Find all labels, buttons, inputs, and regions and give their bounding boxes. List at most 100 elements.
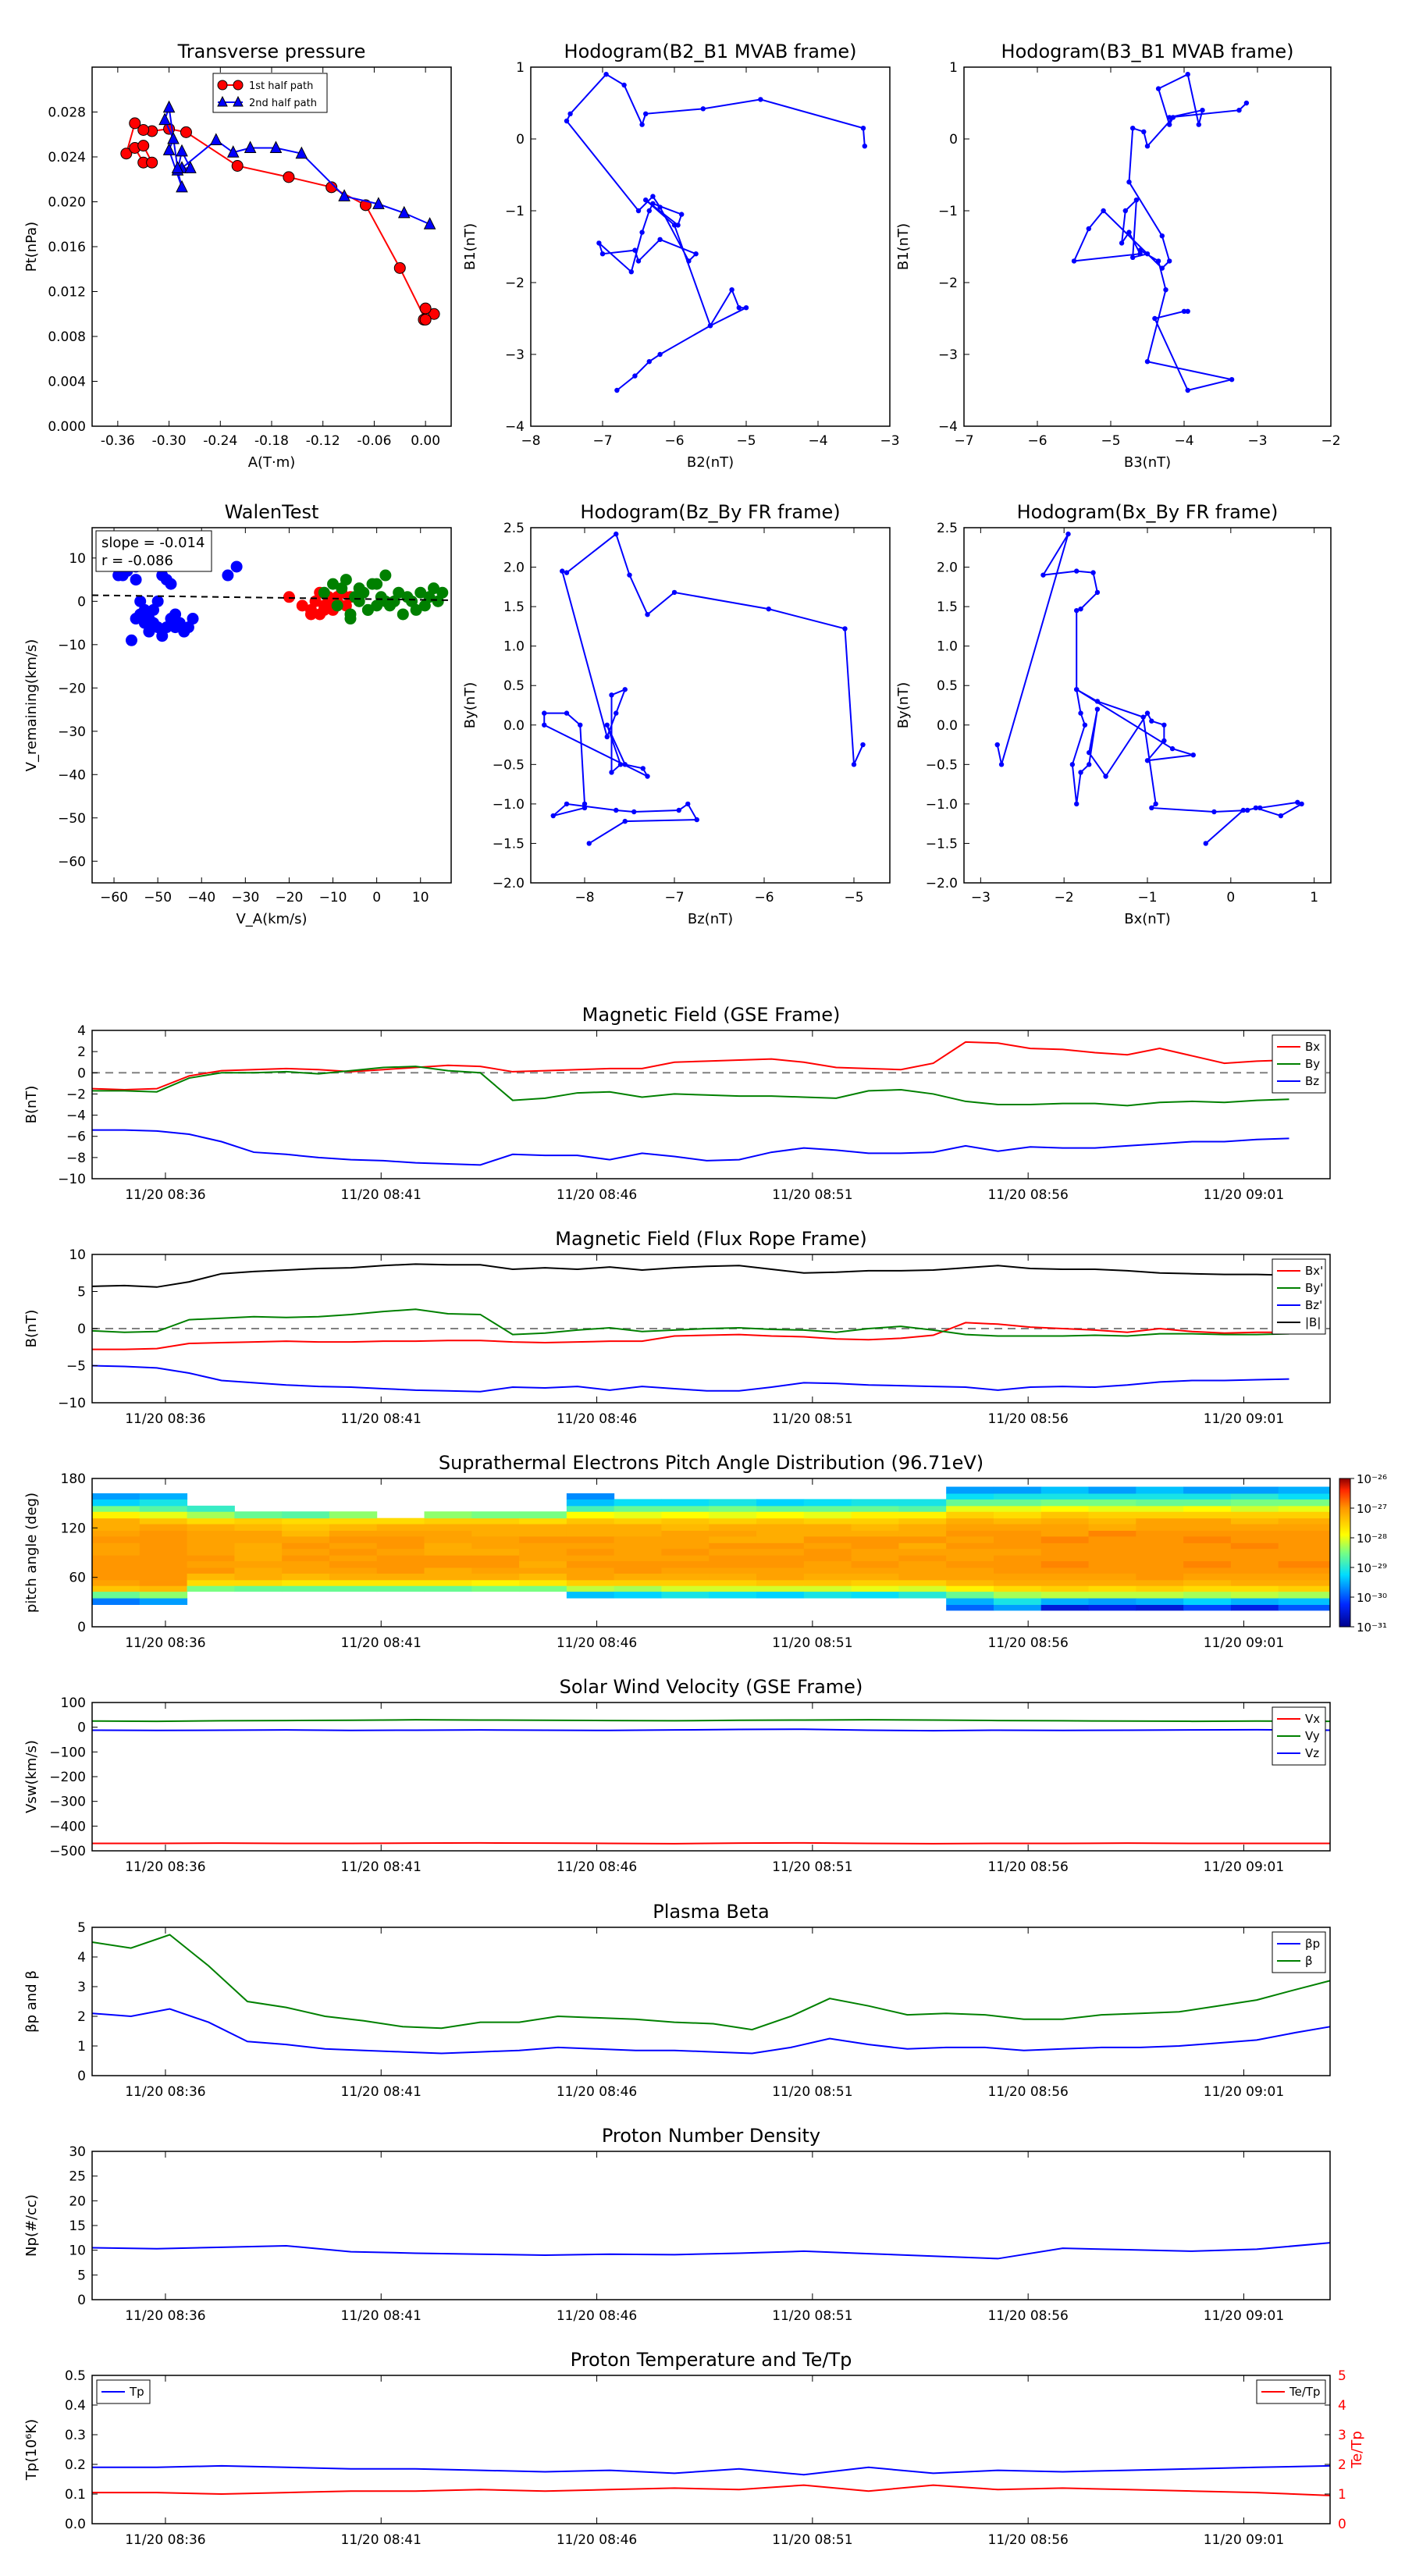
heatmap-cell [519,1511,567,1519]
x-axis-label: Bz(nT) [688,911,733,927]
data-point [340,574,352,586]
heatmap-cell [661,1579,710,1586]
y-axis-label: Np(#/cc) [23,2194,40,2257]
heatmap-cell [709,1560,757,1568]
heatmap-cell [282,1517,330,1525]
heatmap-cell [614,1499,662,1507]
heatmap-cell [376,1542,425,1550]
data-point [130,574,142,586]
data-point [862,144,868,149]
heatmap-cell [803,1585,852,1592]
time-tick-label: 11/20 08:56 [987,2532,1068,2548]
heatmap-cell [519,1567,567,1574]
heatmap-cell [1088,1573,1136,1581]
heatmap-cell [1230,1598,1279,1605]
y-tick-label: −2 [505,276,525,291]
y-axis-label: B(nT) [23,1086,40,1124]
heatmap-cell [1278,1573,1331,1581]
heatmap-cell [566,1499,615,1507]
axes-frame [963,66,1332,427]
heatmap-cell [614,1591,662,1599]
heatmap-cell [851,1591,899,1599]
y-tick-label: −300 [49,1795,86,1810]
data-point [1087,749,1092,756]
y-tick-label: 0.024 [48,150,86,165]
data-point [550,813,556,819]
y-tick-label: 0 [1338,2517,1346,2532]
y-axis-label: βp and β [23,1970,40,2033]
data-point [1236,108,1242,113]
series-line-0 [565,73,866,391]
heatmap-cell [993,1604,1042,1611]
series-line-0 [91,2008,1331,2055]
heatmap-cell [946,1493,994,1500]
x-tick-label: −60 [100,890,128,906]
y-tick-label: 2.0 [503,560,525,576]
heatmap-cell [1230,1542,1279,1550]
y-tick-label: 0.028 [48,105,86,121]
data-point [1122,208,1129,214]
y-tick-label: 2.0 [937,560,958,576]
heatmap-cell [424,1542,472,1550]
heatmap-cell [187,1505,235,1512]
data-point [283,591,295,603]
heatmap-cell [1183,1548,1232,1556]
heatmap-cell [946,1517,994,1525]
time-tick-label: 11/20 08:36 [125,1859,205,1875]
heatmap-cell [566,1517,615,1525]
data-point [685,801,691,807]
heatmap-cell [756,1560,805,1568]
heatmap-cell [946,1567,994,1574]
data-point [639,122,645,127]
data-point [1153,801,1158,807]
heatmap-cell [1183,1542,1232,1550]
legend-label: Vz [1305,1746,1319,1760]
heatmap-cell [993,1598,1042,1605]
legend-label: Vx [1305,1712,1320,1726]
data-point [1203,841,1208,846]
vsw-plot: Solar Wind Velocity (GSE Frame) 11/20 08:… [23,1676,1331,1875]
heatmap-cell [424,1560,472,1568]
heatmap-cell [187,1567,235,1574]
data-point [632,247,638,253]
data-point [129,117,141,130]
heatmap-cell [1230,1505,1279,1512]
heatmap-cell [1136,1517,1184,1525]
y-tick-label: 5 [77,1285,86,1300]
heatmap-cell [946,1585,994,1592]
heatmap-cell [329,1535,378,1543]
heatmap-cell [139,1585,188,1592]
y-tick-label: 30 [69,2144,86,2160]
heatmap-cell [709,1585,757,1592]
data-point [318,586,330,599]
heatmap-cell [709,1511,757,1519]
data-point [371,578,383,590]
legend-label: β [1305,1954,1313,1968]
heatmap-cell [946,1499,994,1507]
x-tick-label: -0.18 [254,433,289,449]
heatmap-cell [803,1511,852,1519]
heatmap-cell [471,1567,520,1574]
heatmap-cell [1040,1486,1090,1494]
time-tick-label: 11/20 08:41 [341,2308,422,2324]
heatmap-cell [187,1555,235,1562]
x-tick-label: −4 [1174,433,1193,449]
y-tick-label: 180 [61,1471,86,1487]
heatmap-cell [946,1486,994,1494]
data-point [1040,572,1046,578]
heatmap-cell [566,1567,615,1574]
time-tick-label: 11/20 08:46 [557,2308,637,2324]
y-tick-label: −1 [938,204,958,219]
heatmap-cell [1040,1555,1090,1562]
x-tick-label: 0 [372,890,381,906]
y-tick-label: −1.5 [926,836,958,852]
heatmap-cell [946,1548,994,1556]
heatmap-cell [1278,1542,1331,1550]
heatmap-cell [851,1499,899,1507]
heatmap-cell [139,1530,188,1537]
y-axis-label: By(nT) [462,682,478,728]
y-tick-label: 0.004 [48,375,86,390]
mag_fr-title: Magnetic Field (Flux Rope Frame) [555,1228,866,1250]
data-point [379,595,392,607]
heatmap-cell [139,1560,188,1568]
